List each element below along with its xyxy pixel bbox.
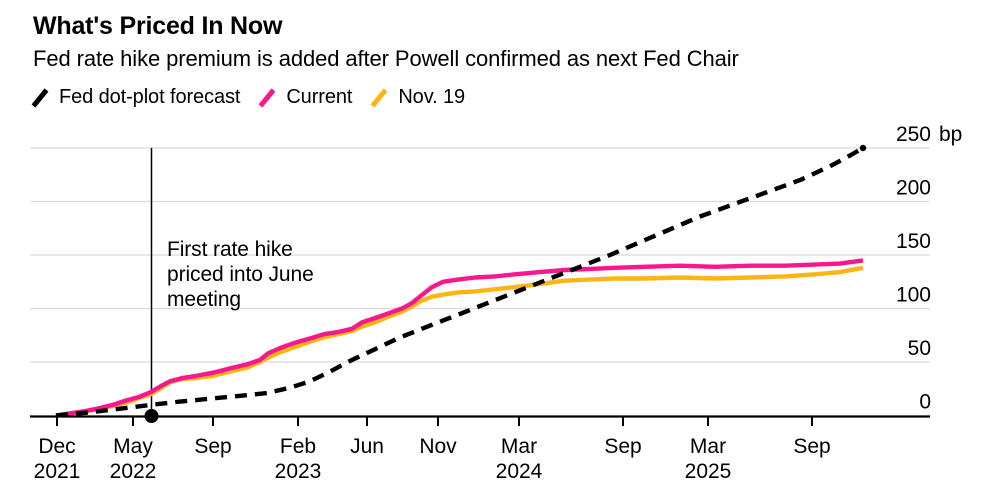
annotation-line: First rate hike [167, 238, 293, 261]
legend-slash-icon [370, 87, 388, 108]
x-axis-tick-label: Dec [38, 435, 75, 458]
legend-slash-icon [31, 87, 49, 108]
annotation-marks [144, 148, 159, 423]
x-axis-tick-label: Nov [419, 435, 457, 458]
chart-title: What's Priced In Now [33, 12, 283, 40]
legend-label: Current [286, 86, 353, 108]
series-end-dot [859, 144, 867, 152]
x-axis [30, 415, 930, 426]
annotation-line: meeting [167, 288, 242, 311]
x-axis-year-label: 2021 [34, 460, 81, 483]
y-axis-tick-label: 50 [908, 337, 931, 360]
x-axis-year-label: 2023 [275, 460, 322, 483]
x-axis-tick-label: May [113, 435, 153, 458]
x-axis-tick-label: Mar [690, 435, 726, 458]
y-axis-tick-label: 100 [896, 284, 931, 307]
y-axis-unit-label: bp [939, 123, 962, 146]
y-axis-labels: 0 50 100 150 200 250 bp [896, 123, 962, 414]
y-axis-tick-label: 0 [919, 391, 931, 414]
x-axis-tick-label: Jun [350, 435, 384, 458]
y-axis-tick-label: 250 [896, 123, 931, 146]
legend-item-current: Current [257, 86, 352, 109]
annotation-text: First rate hike priced into June meeting [167, 237, 314, 312]
x-axis-tick-label: Mar [501, 435, 537, 458]
legend-item-nov-19: Nov. 19 [369, 86, 465, 109]
x-axis-tick-label: Sep [604, 435, 641, 458]
y-axis-tick-label: 200 [896, 177, 931, 200]
x-axis-year-label: 2024 [496, 460, 543, 483]
legend: Fed dot-plot forecast Current Nov. 19 [30, 86, 482, 109]
legend-label: Nov. 19 [398, 86, 466, 108]
legend-slash-icon [258, 87, 276, 108]
legend-label: Fed dot-plot forecast [59, 86, 241, 108]
gridlines [30, 147, 930, 363]
y-axis-tick-label: 150 [896, 230, 931, 253]
x-axis-year-label: 2022 [110, 460, 157, 483]
series-line-current [55, 258, 864, 418]
chart-subtitle: Fed rate hike premium is added after Pow… [33, 46, 739, 71]
x-axis-year-label: 2025 [685, 460, 732, 483]
series-lines [55, 144, 867, 418]
x-axis-tick-label: Sep [194, 435, 231, 458]
legend-item-fed-dot-plot-forecast: Fed dot-plot forecast [30, 86, 240, 109]
annotation-line: priced into June [167, 263, 314, 286]
x-axis-tick-label: Sep [793, 435, 830, 458]
series-line-fed-dot-plot-forecast [55, 146, 865, 418]
x-axis-tick-label: Feb [280, 435, 316, 458]
